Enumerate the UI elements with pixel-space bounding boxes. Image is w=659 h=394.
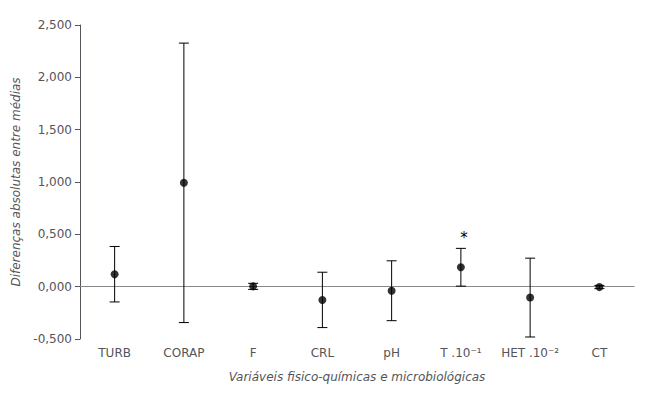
svg-text:2,000: 2,000 bbox=[38, 70, 72, 84]
svg-text:Variáveis fisico-químicas e mi: Variáveis fisico-químicas e microbiológi… bbox=[229, 370, 486, 384]
svg-text:1,500: 1,500 bbox=[38, 123, 72, 137]
svg-text:F: F bbox=[250, 346, 257, 360]
svg-text:pH: pH bbox=[383, 346, 400, 360]
svg-text:CT: CT bbox=[592, 346, 608, 360]
svg-text:-0,500: -0,500 bbox=[33, 332, 72, 346]
svg-text:T .10⁻¹: T .10⁻¹ bbox=[439, 346, 482, 360]
svg-text:CRL: CRL bbox=[311, 346, 335, 360]
svg-text:*: * bbox=[460, 229, 468, 247]
svg-text:1,000: 1,000 bbox=[38, 175, 72, 189]
svg-text:CORAP: CORAP bbox=[163, 346, 204, 360]
svg-text:TURB: TURB bbox=[97, 346, 131, 360]
svg-text:Diferenças absolutas entre méd: Diferenças absolutas entre médias bbox=[9, 77, 23, 286]
svg-text:0,500: 0,500 bbox=[38, 227, 72, 241]
svg-text:2,500: 2,500 bbox=[38, 18, 72, 32]
svg-text:0,000: 0,000 bbox=[38, 280, 72, 294]
svg-text:HET .10⁻²: HET .10⁻² bbox=[501, 346, 559, 360]
